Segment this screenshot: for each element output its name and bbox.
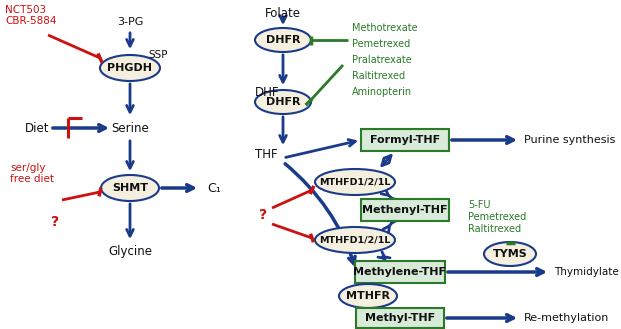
- Ellipse shape: [101, 175, 159, 201]
- Ellipse shape: [484, 242, 536, 266]
- Text: ser/gly: ser/gly: [10, 163, 45, 173]
- Text: THF: THF: [255, 148, 278, 162]
- Text: Pemetrexed: Pemetrexed: [468, 212, 526, 222]
- Text: SHMT: SHMT: [112, 183, 148, 193]
- Text: MTHFR: MTHFR: [346, 291, 390, 301]
- Text: Diet: Diet: [25, 121, 50, 135]
- Text: NCT503: NCT503: [5, 5, 46, 15]
- Text: DHF: DHF: [255, 86, 279, 98]
- Text: Methenyl-THF: Methenyl-THF: [362, 205, 448, 215]
- Text: DHFR: DHFR: [266, 97, 300, 107]
- Ellipse shape: [339, 284, 397, 308]
- FancyBboxPatch shape: [356, 308, 444, 328]
- Text: MTHFD1/2/1L: MTHFD1/2/1L: [319, 178, 391, 187]
- Text: Serine: Serine: [111, 121, 149, 135]
- Text: Purine synthesis: Purine synthesis: [524, 135, 615, 145]
- Text: DHFR: DHFR: [266, 35, 300, 45]
- Text: Pralatrexate: Pralatrexate: [352, 55, 412, 65]
- Text: Methotrexate: Methotrexate: [352, 23, 418, 33]
- Ellipse shape: [255, 28, 311, 52]
- Text: C₁: C₁: [207, 182, 220, 194]
- Ellipse shape: [315, 227, 395, 253]
- Text: Raltitrexed: Raltitrexed: [352, 71, 405, 81]
- Text: Methylene-THF: Methylene-THF: [353, 267, 446, 277]
- Text: CBR-5884: CBR-5884: [5, 16, 57, 26]
- Ellipse shape: [100, 55, 160, 81]
- Text: ?: ?: [51, 215, 59, 229]
- Text: TYMS: TYMS: [492, 249, 527, 259]
- FancyBboxPatch shape: [355, 261, 445, 283]
- Text: Formyl-THF: Formyl-THF: [370, 135, 440, 145]
- Text: MTHFD1/2/1L: MTHFD1/2/1L: [319, 236, 391, 244]
- FancyBboxPatch shape: [361, 199, 449, 221]
- Text: Aminopterin: Aminopterin: [352, 87, 412, 97]
- FancyBboxPatch shape: [361, 129, 449, 151]
- Text: SSP: SSP: [148, 50, 168, 60]
- Text: free diet: free diet: [10, 174, 54, 184]
- Ellipse shape: [255, 90, 311, 114]
- Text: Folate: Folate: [265, 7, 301, 20]
- Text: Pemetrexed: Pemetrexed: [352, 39, 410, 49]
- Text: Thymidylate synthesis: Thymidylate synthesis: [554, 267, 621, 277]
- Ellipse shape: [315, 169, 395, 195]
- Text: Raltitrexed: Raltitrexed: [468, 224, 521, 234]
- Text: 5-FU: 5-FU: [468, 200, 491, 210]
- Text: Glycine: Glycine: [108, 245, 152, 259]
- Text: 3-PG: 3-PG: [117, 17, 143, 27]
- Text: ?: ?: [259, 208, 267, 222]
- Text: Methyl-THF: Methyl-THF: [365, 313, 435, 323]
- Text: Re-methylation: Re-methylation: [524, 313, 609, 323]
- Text: PHGDH: PHGDH: [107, 63, 153, 73]
